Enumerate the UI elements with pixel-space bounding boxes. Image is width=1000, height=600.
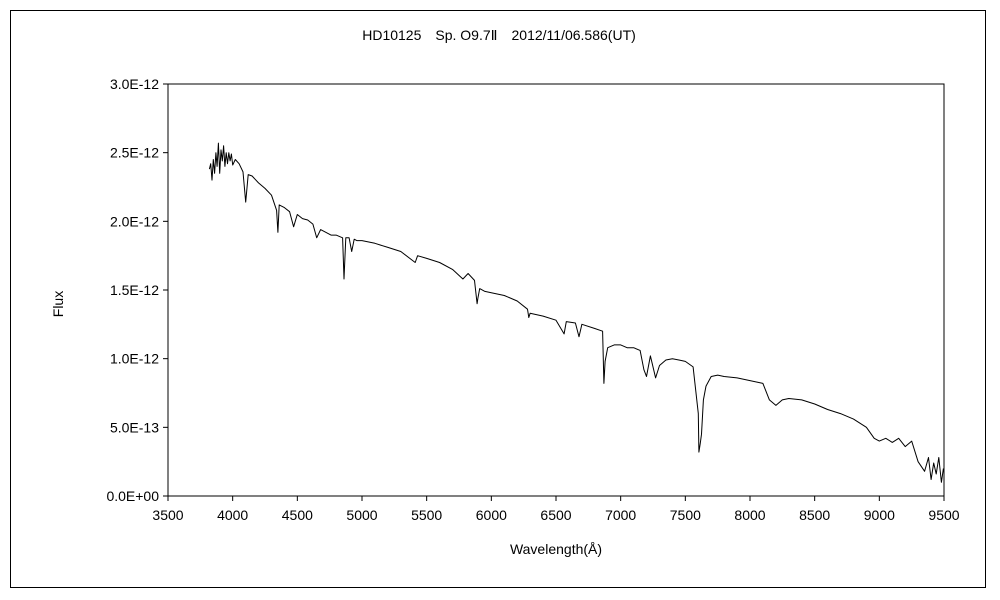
x-tick-label: 5500 (411, 507, 442, 523)
y-tick-label: 1.0E-12 (110, 351, 159, 367)
x-tick-label: 8000 (734, 507, 765, 523)
x-tick-label: 9500 (928, 507, 959, 523)
x-tick-label: 5000 (346, 507, 377, 523)
x-tick-label: 6000 (476, 507, 507, 523)
y-tick-label: 5.0E-13 (110, 419, 159, 435)
x-axis-label: Wavelength(Å) (510, 541, 602, 557)
y-tick-label: 2.5E-12 (110, 145, 159, 161)
x-tick-label: 8500 (799, 507, 830, 523)
x-tick-label: 4500 (282, 507, 313, 523)
x-tick-label: 7500 (670, 507, 701, 523)
y-tick-label: 0.0E+00 (106, 488, 159, 504)
y-tick-label: 3.0E-12 (110, 76, 159, 92)
chart-frame: HD10125 Sp. O9.7Ⅱ 2012/11/06.586(UT) 0.0… (10, 10, 986, 588)
x-tick-label: 4000 (217, 507, 248, 523)
x-tick-label: 9000 (864, 507, 895, 523)
y-axis-label: Flux (50, 291, 66, 317)
chart-svg: HD10125 Sp. O9.7Ⅱ 2012/11/06.586(UT) 0.0… (50, 27, 960, 557)
y-tick-label: 1.5E-12 (110, 282, 159, 298)
x-tick-label: 6500 (540, 507, 571, 523)
plot-area (167, 83, 945, 497)
y-axis-ticks: 0.0E+00 5.0E-13 1.0E-12 1.5E-12 2.0E-12 2.5E-… (106, 76, 168, 504)
x-tick-label: 3500 (152, 507, 183, 523)
x-axis-ticks: 3500 4000 4500 5000 5500 6000 6500 7000 7500 8000… (152, 496, 960, 523)
x-tick-label: 7000 (605, 507, 636, 523)
y-tick-label: 2.0E-12 (110, 213, 159, 229)
spectrum-series-line (208, 142, 944, 483)
chart-title: HD10125 Sp. O9.7Ⅱ 2012/11/06.586(UT) (362, 27, 636, 43)
